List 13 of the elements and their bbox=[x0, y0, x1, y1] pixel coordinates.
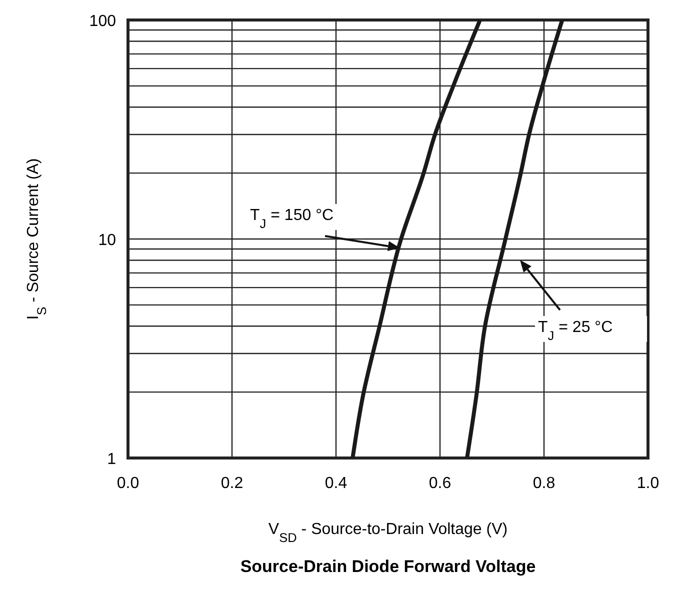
text: Source-Drain Diode Forward Voltage bbox=[240, 557, 536, 576]
y-tick-label: 100 bbox=[89, 13, 116, 30]
annotation: T$_{J}$ = 25 °C bbox=[538, 319, 613, 342]
x-axis-title: V$_{SD}$ - Source-to-Drain Voltage (V) bbox=[268, 521, 508, 544]
x-tick-label: 1.0 bbox=[636, 475, 660, 492]
x-tick-label: 0.4 bbox=[324, 475, 348, 492]
x-tick-label: 0.8 bbox=[532, 475, 556, 492]
x-tick-label: 0.6 bbox=[428, 475, 452, 492]
y-tick-label: 1 bbox=[107, 451, 116, 468]
x-tick-label: 0.2 bbox=[220, 475, 244, 492]
x-tick-label: 0.0 bbox=[116, 475, 140, 492]
y-tick-label: 10 bbox=[98, 232, 116, 249]
annotation: T$_{J}$ = 150 °C bbox=[250, 207, 334, 230]
